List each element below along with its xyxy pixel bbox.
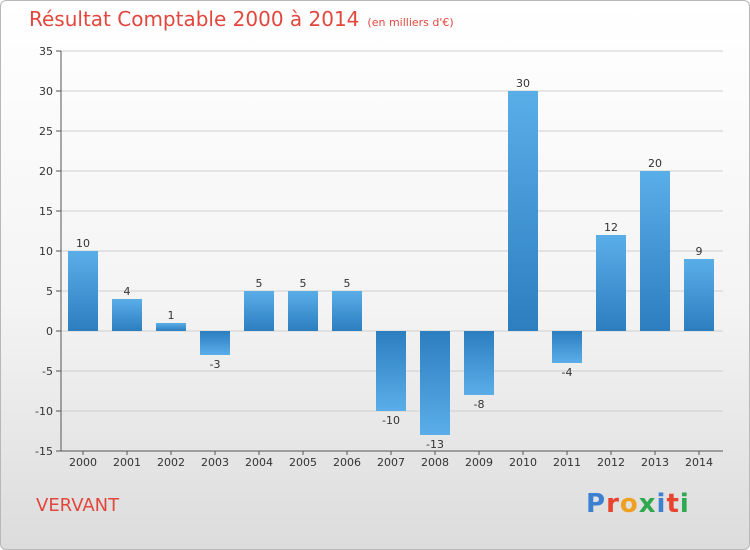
bar-2004 bbox=[244, 291, 274, 331]
proxiti-logo[interactable]: Proxiti bbox=[586, 489, 690, 519]
y-tick-label: 5 bbox=[46, 285, 53, 298]
bar-2008 bbox=[420, 331, 450, 435]
bar-2006 bbox=[332, 291, 362, 331]
chart-title: Résultat Comptable 2000 à 2014 (en millie… bbox=[29, 7, 454, 31]
title-text: Résultat Comptable 2000 à 2014 bbox=[29, 7, 360, 31]
logo-letter: r bbox=[606, 489, 620, 519]
data-label: 1 bbox=[168, 309, 175, 322]
bar-2013 bbox=[640, 171, 670, 331]
y-tick-label: 10 bbox=[39, 245, 53, 258]
y-tick-label: 30 bbox=[39, 85, 53, 98]
data-label: -10 bbox=[382, 414, 400, 427]
axes bbox=[56, 50, 723, 455]
y-tick-label: 35 bbox=[39, 45, 53, 58]
title-unit: (en milliers d'€) bbox=[367, 16, 454, 29]
x-tick-label: 2013 bbox=[641, 456, 669, 469]
bars bbox=[68, 91, 714, 435]
x-tick-label: 2000 bbox=[69, 456, 97, 469]
y-tick-label: -5 bbox=[42, 365, 53, 378]
bar-2007 bbox=[376, 331, 406, 411]
x-tick-label: 2007 bbox=[377, 456, 405, 469]
x-tick-label: 2003 bbox=[201, 456, 229, 469]
data-label: 5 bbox=[256, 277, 263, 290]
place-name: VERVANT bbox=[36, 495, 120, 516]
bar-2000 bbox=[68, 251, 98, 331]
x-tick-label: 2011 bbox=[553, 456, 581, 469]
labels: 35 30 25 20 15 10 5 0 -5 -10 -15 2000 10 2001 4 2002 1 20… bbox=[35, 45, 713, 469]
data-label: 5 bbox=[344, 277, 351, 290]
x-tick-label: 2002 bbox=[157, 456, 185, 469]
data-label: 10 bbox=[76, 237, 90, 250]
x-tick-label: 2004 bbox=[245, 456, 273, 469]
x-tick-label: 2009 bbox=[465, 456, 493, 469]
bar-2005 bbox=[288, 291, 318, 331]
y-tick-label: 20 bbox=[39, 165, 53, 178]
bar-2002 bbox=[156, 323, 186, 331]
data-label: -4 bbox=[562, 366, 573, 379]
logo-letter: i bbox=[679, 489, 690, 519]
y-tick-label: -15 bbox=[35, 445, 53, 458]
logo-letter: o bbox=[619, 489, 639, 519]
x-tick-label: 2010 bbox=[509, 456, 537, 469]
x-tick-label: 2001 bbox=[113, 456, 141, 469]
y-tick-label: 0 bbox=[46, 325, 53, 338]
data-label: 5 bbox=[300, 277, 307, 290]
y-tick-label: 25 bbox=[39, 125, 53, 138]
bar-2014 bbox=[684, 259, 714, 331]
logo-letter: P bbox=[586, 489, 607, 519]
logo-letter: i bbox=[656, 489, 667, 519]
bar-2001 bbox=[112, 299, 142, 331]
x-tick-label: 2008 bbox=[421, 456, 449, 469]
logo-letter: t bbox=[666, 489, 680, 519]
bar-2010 bbox=[508, 91, 538, 331]
data-label: -3 bbox=[210, 358, 221, 371]
x-tick-label: 2014 bbox=[685, 456, 713, 469]
data-label: 20 bbox=[648, 157, 662, 170]
data-label: -8 bbox=[474, 398, 485, 411]
data-label: 9 bbox=[696, 245, 703, 258]
data-label: 12 bbox=[604, 221, 618, 234]
x-tick-label: 2005 bbox=[289, 456, 317, 469]
bar-2011 bbox=[552, 331, 582, 363]
bar-2009 bbox=[464, 331, 494, 395]
y-tick-label: -10 bbox=[35, 405, 53, 418]
data-label: -13 bbox=[426, 438, 444, 451]
data-label: 30 bbox=[516, 77, 530, 90]
data-label: 4 bbox=[124, 285, 131, 298]
bar-2012 bbox=[596, 235, 626, 331]
logo-letter: x bbox=[638, 489, 657, 519]
bar-2003 bbox=[200, 331, 230, 355]
x-tick-label: 2012 bbox=[597, 456, 625, 469]
y-tick-label: 15 bbox=[39, 205, 53, 218]
x-tick-label: 2006 bbox=[333, 456, 361, 469]
